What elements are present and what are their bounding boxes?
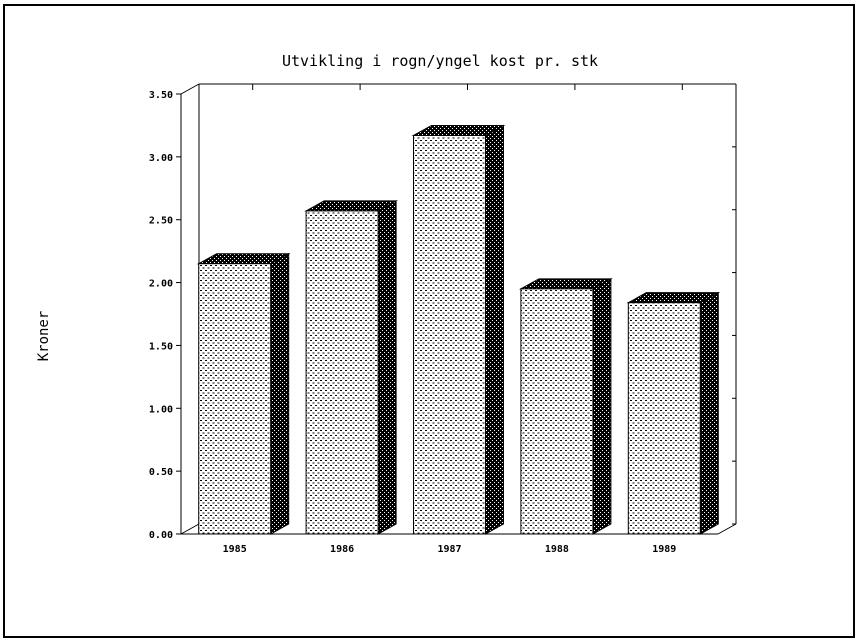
y-tick-label: 3.50 <box>149 90 173 101</box>
bar-1985 <box>196 252 291 535</box>
tick-labels: 0.00 0.50 1.00 1.50 2.00 2.50 3.00 3.50 1985 1986… <box>149 90 676 555</box>
x-tick-label: 1986 <box>330 544 354 555</box>
bar-front-face <box>198 263 272 535</box>
x-tick-label: 1987 <box>437 544 461 555</box>
bar-side-face <box>485 124 504 535</box>
bar-front-face <box>627 302 701 535</box>
bar-side-face <box>592 278 612 535</box>
bar-1986 <box>304 200 399 535</box>
y-tick-label: 0.50 <box>149 467 173 478</box>
floor-right-edge <box>717 523 737 535</box>
bar-side-face <box>270 252 290 535</box>
bar-1987 <box>411 124 506 535</box>
bar-side-face <box>377 200 397 535</box>
x-tick-label: 1985 <box>223 544 247 555</box>
x-tick-label: 1988 <box>545 544 569 555</box>
bar-front-face <box>305 210 379 535</box>
bar-1988 <box>518 278 613 535</box>
x-tick-label: 1989 <box>652 544 676 555</box>
y-tick-label: 0.00 <box>149 530 173 541</box>
bar-front-face <box>413 134 486 535</box>
bars <box>196 124 721 535</box>
chart-title: Utvikling i rogn/yngel kost pr. stk <box>282 52 598 70</box>
y-tick-label: 2.50 <box>149 216 173 227</box>
bar-side-face <box>699 291 719 535</box>
floor-left-edge <box>180 523 200 535</box>
y-tick-label: 3.00 <box>149 153 173 164</box>
y-tick-label: 2.00 <box>149 279 173 290</box>
left-wall-top-edge <box>180 83 200 95</box>
bar-1989 <box>626 291 721 535</box>
y-tick-label: 1.50 <box>149 341 173 352</box>
bar-front-face <box>520 288 594 535</box>
y-axis-label: Kroner <box>36 311 52 362</box>
y-tick-label: 1.00 <box>149 404 173 415</box>
